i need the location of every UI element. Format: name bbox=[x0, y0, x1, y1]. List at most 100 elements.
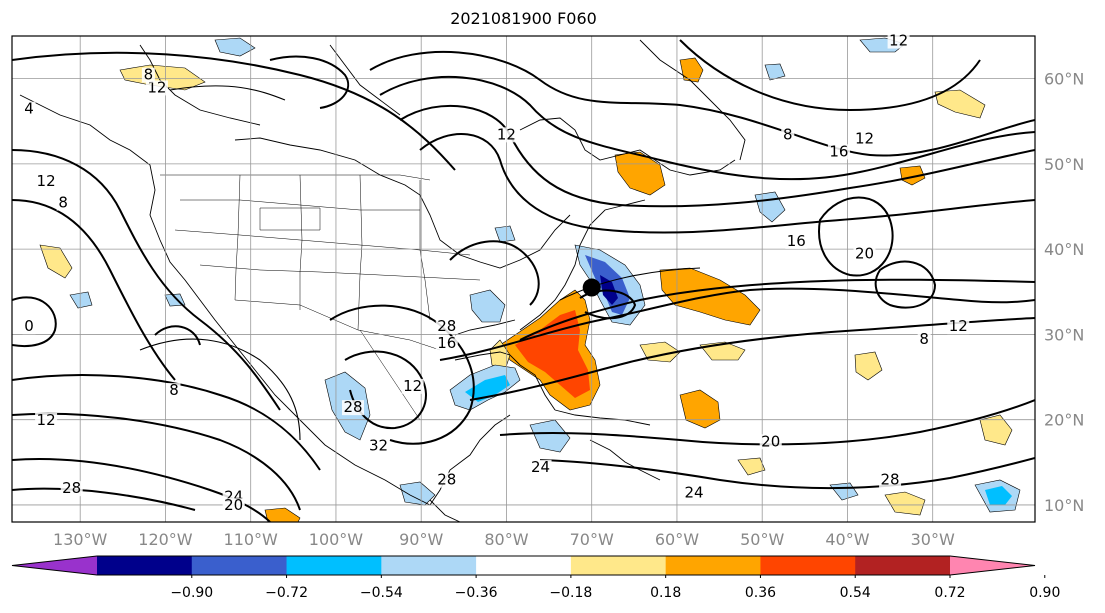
contour-line bbox=[12, 149, 281, 411]
contour-label-bg bbox=[367, 438, 390, 454]
contour-line bbox=[379, 75, 1035, 181]
longitude-label: 90°W bbox=[399, 530, 443, 549]
longitude-label: 50°W bbox=[740, 530, 784, 549]
contour-line bbox=[369, 50, 1035, 157]
latitude-labels: 60°N 50°N 40°N 30°N 20°N 10°N bbox=[1044, 70, 1084, 515]
colorbar-tick-label: −0.54 bbox=[360, 585, 403, 601]
negative-anomaly-fill bbox=[69, 291, 93, 309]
contour-label-bg bbox=[879, 472, 902, 488]
contour-label-bg bbox=[683, 485, 705, 501]
contour-label: 8 bbox=[919, 330, 929, 348]
contour-label-bg bbox=[853, 246, 876, 262]
contour-label-bg bbox=[853, 131, 876, 147]
colorbar-min-extend bbox=[12, 556, 97, 575]
contour-label-bg bbox=[495, 127, 518, 143]
contour-label-bg bbox=[141, 67, 155, 83]
map-title: 2021081900 F060 bbox=[450, 9, 597, 28]
contour-label: 28 bbox=[881, 471, 900, 489]
longitude-labels: 130°W 120°W 110°W 100°W 90°W 80°W 70°W 60°W 50°W… bbox=[53, 530, 955, 549]
contour-line bbox=[539, 457, 1035, 490]
contour-label: 12 bbox=[37, 172, 56, 190]
contour-line bbox=[12, 199, 176, 381]
latitude-label: 10°N bbox=[1044, 496, 1084, 515]
latitude-label: 30°N bbox=[1044, 325, 1084, 344]
negative-anomaly-fill bbox=[469, 289, 506, 323]
contour-line bbox=[12, 296, 57, 348]
latitude-label: 50°N bbox=[1044, 155, 1084, 174]
contour-label-bg bbox=[529, 459, 552, 475]
contour-label-bg bbox=[435, 472, 458, 488]
contour-label: 12 bbox=[37, 411, 56, 429]
contour-line bbox=[449, 240, 540, 306]
contour-label: 8 bbox=[144, 66, 154, 84]
positive-anomaly-fill bbox=[679, 57, 704, 83]
contour-label: 12 bbox=[497, 125, 516, 143]
contour-label-bg bbox=[342, 400, 364, 416]
colorbar-segment bbox=[97, 556, 193, 575]
colorbar-tick-label: −0.72 bbox=[265, 585, 308, 601]
colorbar-segment bbox=[381, 556, 477, 575]
positive-anomaly-fill bbox=[39, 244, 73, 279]
contour-label: 24 bbox=[531, 458, 550, 476]
colorbar-tick-label: 0.54 bbox=[840, 585, 871, 601]
longitude-label: 60°W bbox=[655, 530, 699, 549]
positive-anomaly-fill bbox=[119, 64, 206, 91]
contour-line bbox=[12, 458, 271, 522]
contour-label-bg bbox=[435, 336, 458, 352]
positive-anomaly-fill bbox=[614, 151, 666, 196]
contour-label-bg bbox=[947, 319, 970, 335]
contour-label: 28 bbox=[437, 317, 456, 335]
contour-line bbox=[399, 104, 1035, 208]
contour-label-bg bbox=[22, 319, 36, 335]
positive-anomaly-fill bbox=[934, 89, 986, 119]
longitude-label: 120°W bbox=[138, 530, 193, 549]
colorbar-tick-label: −0.90 bbox=[170, 585, 213, 601]
contour-label: 24 bbox=[684, 483, 703, 501]
contour-line-thin-set bbox=[139, 85, 701, 441]
contour-line bbox=[874, 260, 937, 309]
colorbar-max-extend bbox=[950, 556, 1035, 575]
colorbar-tick-label: −0.18 bbox=[549, 585, 592, 601]
contour-label-bg bbox=[887, 33, 910, 49]
contour-label-bg bbox=[145, 80, 168, 96]
colorbar-tick-label: 0.18 bbox=[650, 585, 681, 601]
contour-label-bg bbox=[759, 434, 782, 450]
contour-label: 32 bbox=[369, 437, 388, 455]
colorbar-tick-label: −0.36 bbox=[455, 585, 498, 601]
contour-line bbox=[12, 412, 301, 511]
colorbar bbox=[11, 555, 1036, 576]
contour-label: 0 bbox=[24, 317, 34, 335]
contour-label: 8 bbox=[58, 194, 68, 212]
latitude-label: 40°N bbox=[1044, 240, 1084, 259]
low-center-dot bbox=[582, 278, 601, 297]
contour-label: 20 bbox=[224, 496, 243, 514]
contour-label: 8 bbox=[169, 381, 179, 399]
contour-label-bg bbox=[781, 127, 795, 143]
contour-label-bg bbox=[35, 174, 58, 190]
positive-anomaly-core bbox=[515, 310, 590, 398]
contour-line bbox=[154, 325, 201, 346]
contour-line bbox=[12, 487, 196, 511]
low-center-marker bbox=[582, 278, 601, 297]
contour-label: 20 bbox=[855, 245, 874, 263]
contour-line bbox=[12, 374, 321, 471]
colorbar-tick-label: 0.90 bbox=[1029, 585, 1060, 601]
contour-label-bg bbox=[167, 383, 181, 399]
colorbar-segment bbox=[570, 556, 667, 575]
colorbar-tick-labels: −0.90 −0.72 −0.54 −0.36 −0.18 0.18 0.36 0.54 0.7… bbox=[170, 575, 1060, 601]
longitude-label: 100°W bbox=[309, 530, 364, 549]
contour-label: 28 bbox=[343, 398, 362, 416]
contour-line bbox=[419, 133, 1035, 234]
contour-label: 4 bbox=[24, 100, 34, 118]
contour-label: 20 bbox=[761, 432, 780, 450]
positive-anomaly-fill bbox=[737, 457, 766, 476]
contour-label-bg bbox=[917, 331, 931, 347]
contour-label-bg bbox=[60, 481, 83, 497]
latitude-label: 60°N bbox=[1044, 70, 1084, 89]
contour-label: 12 bbox=[855, 130, 874, 148]
longitude-label: 40°W bbox=[825, 530, 869, 549]
contour-label: 28 bbox=[62, 479, 81, 497]
colorbar-segment bbox=[665, 556, 761, 575]
